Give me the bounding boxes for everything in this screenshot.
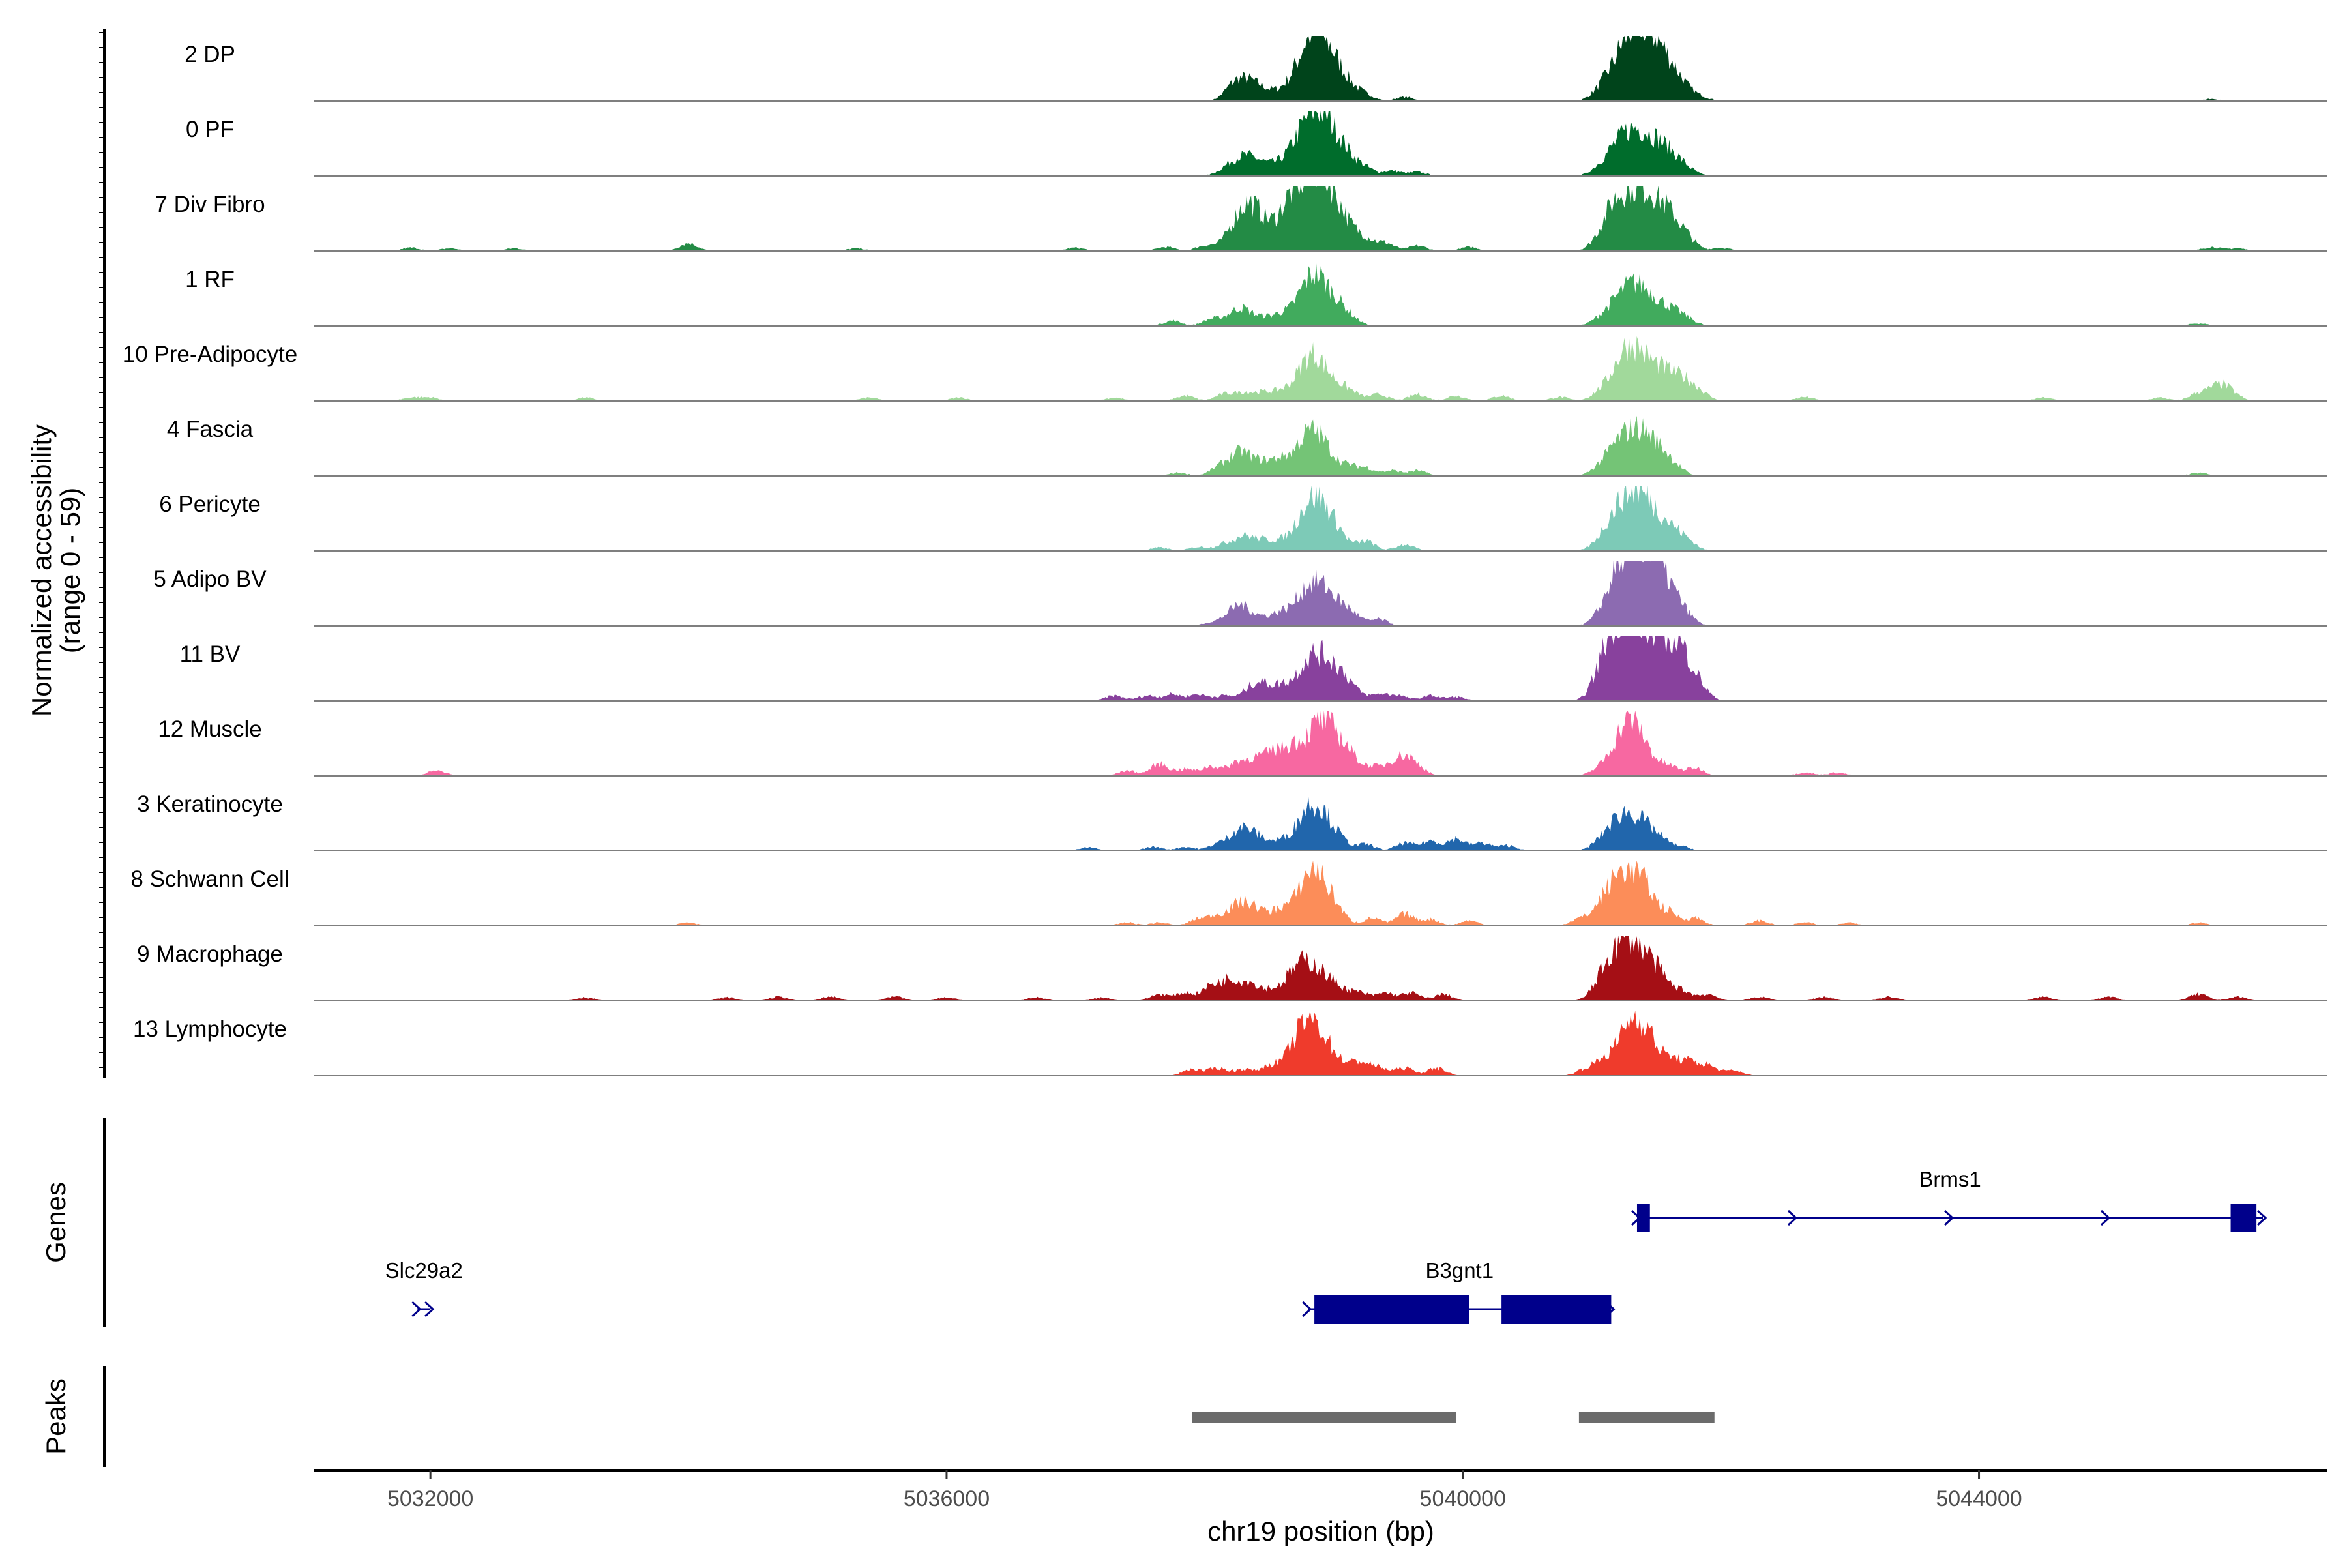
x-tick-label: 5040000 xyxy=(1420,1487,1506,1511)
track-label: 0 PF xyxy=(186,117,234,142)
gene-exon xyxy=(1314,1295,1469,1324)
gene-model: Brms1 xyxy=(1631,1167,2267,1232)
gene-exon xyxy=(1501,1295,1612,1324)
track-label: 7 Div Fibro xyxy=(155,192,265,217)
strand-chevron xyxy=(1943,1209,1955,1226)
y-axis-range: (range 0 - 59) xyxy=(55,488,85,653)
x-axis-title: chr19 position (bp) xyxy=(1207,1516,1434,1546)
coverage-area xyxy=(314,561,2327,626)
coverage-area xyxy=(314,861,2327,926)
gene-name: Slc29a2 xyxy=(385,1258,463,1282)
strand-chevron xyxy=(2100,1209,2111,1226)
track-label: 8 Schwann Cell xyxy=(130,866,289,892)
track-label: 10 Pre-Adipocyte xyxy=(123,342,297,367)
gene-model: Slc29a2 xyxy=(385,1258,463,1318)
coverage-track: 11 BV xyxy=(180,636,2327,702)
peaks-panel: Peaks xyxy=(40,1366,1715,1467)
gene-exon xyxy=(1636,1204,1650,1232)
track-label: 11 BV xyxy=(180,642,241,667)
track-label: 2 DP xyxy=(185,42,235,67)
x-tick-label: 5044000 xyxy=(1936,1487,2022,1511)
genes-panel: Genes Slc29a2 B3gnt1 Brms1 xyxy=(40,1118,2267,1327)
strand-chevron xyxy=(1787,1209,1798,1226)
y-axis-title: Normalized accessibility xyxy=(26,424,57,717)
coverage-area xyxy=(314,636,2327,701)
coverage-area xyxy=(314,262,2327,326)
track-label: 4 Fascia xyxy=(167,417,254,442)
coverage-tracks: 2 DP 0 PF 7 Div Fibro 1 RF 10 Pre-Adipocyte 4… xyxy=(99,29,2327,1078)
gene-name: B3gnt1 xyxy=(1425,1258,1494,1282)
track-label: 6 Pericyte xyxy=(159,492,261,517)
track-label: 9 Macrophage xyxy=(137,941,283,967)
track-label: 1 RF xyxy=(185,267,235,292)
coverage-track: 12 Muscle xyxy=(158,711,2327,777)
coverage-area xyxy=(314,936,2327,1001)
coverage-track: 7 Div Fibro xyxy=(155,186,2327,252)
coverage-track: 4 Fascia xyxy=(167,415,2327,477)
peak-region xyxy=(1192,1412,1456,1423)
gene-name: Brms1 xyxy=(1919,1167,1981,1191)
coverage-track: 8 Schwann Cell xyxy=(130,861,2327,926)
coverage-area xyxy=(314,711,2327,776)
x-axis: 5032000 5036000 5040000 5044000 xyxy=(314,1469,2327,1511)
coverage-track: 10 Pre-Adipocyte xyxy=(123,336,2327,402)
coverage-track: 3 Keratinocyte xyxy=(137,791,2327,851)
coverage-area xyxy=(314,1011,2327,1076)
coverage-track: 1 RF xyxy=(185,262,2327,327)
coverage-track: 2 DP xyxy=(185,36,2327,102)
track-label: 3 Keratinocyte xyxy=(137,791,283,817)
coverage-area xyxy=(314,797,2327,851)
coverage-track: 6 Pericyte xyxy=(159,486,2327,552)
x-tick-label: 5036000 xyxy=(904,1487,990,1511)
coverage-area xyxy=(314,415,2327,476)
track-label: 13 Lymphocyte xyxy=(133,1016,287,1042)
gene-exon xyxy=(2230,1204,2257,1232)
strand-chevron xyxy=(411,1301,422,1318)
y-axis-label: Normalized accessibility (range 0 - 59) xyxy=(26,424,85,717)
coverage-area xyxy=(314,486,2327,551)
strand-chevron xyxy=(1302,1301,1312,1318)
genes-panel-label: Genes xyxy=(40,1182,71,1263)
coverage-area xyxy=(314,36,2327,101)
gene-model: B3gnt1 xyxy=(1302,1258,1616,1324)
coverage-area xyxy=(314,111,2327,176)
coverage-track: 9 Macrophage xyxy=(137,936,2327,1001)
coverage-track: 5 Adipo BV xyxy=(153,561,2327,627)
strand-chevron xyxy=(2257,1209,2267,1226)
coverage-area xyxy=(314,186,2327,251)
strand-chevron xyxy=(424,1301,435,1318)
coverage-track: 13 Lymphocyte xyxy=(133,1011,2327,1076)
peak-region xyxy=(1578,1412,1715,1423)
track-label: 5 Adipo BV xyxy=(153,567,267,592)
coverage-track: 0 PF xyxy=(186,111,2327,177)
peaks-panel-label: Peaks xyxy=(40,1378,71,1455)
track-label: 12 Muscle xyxy=(158,717,262,742)
x-tick-label: 5032000 xyxy=(387,1487,473,1511)
coverage-area xyxy=(314,336,2327,401)
